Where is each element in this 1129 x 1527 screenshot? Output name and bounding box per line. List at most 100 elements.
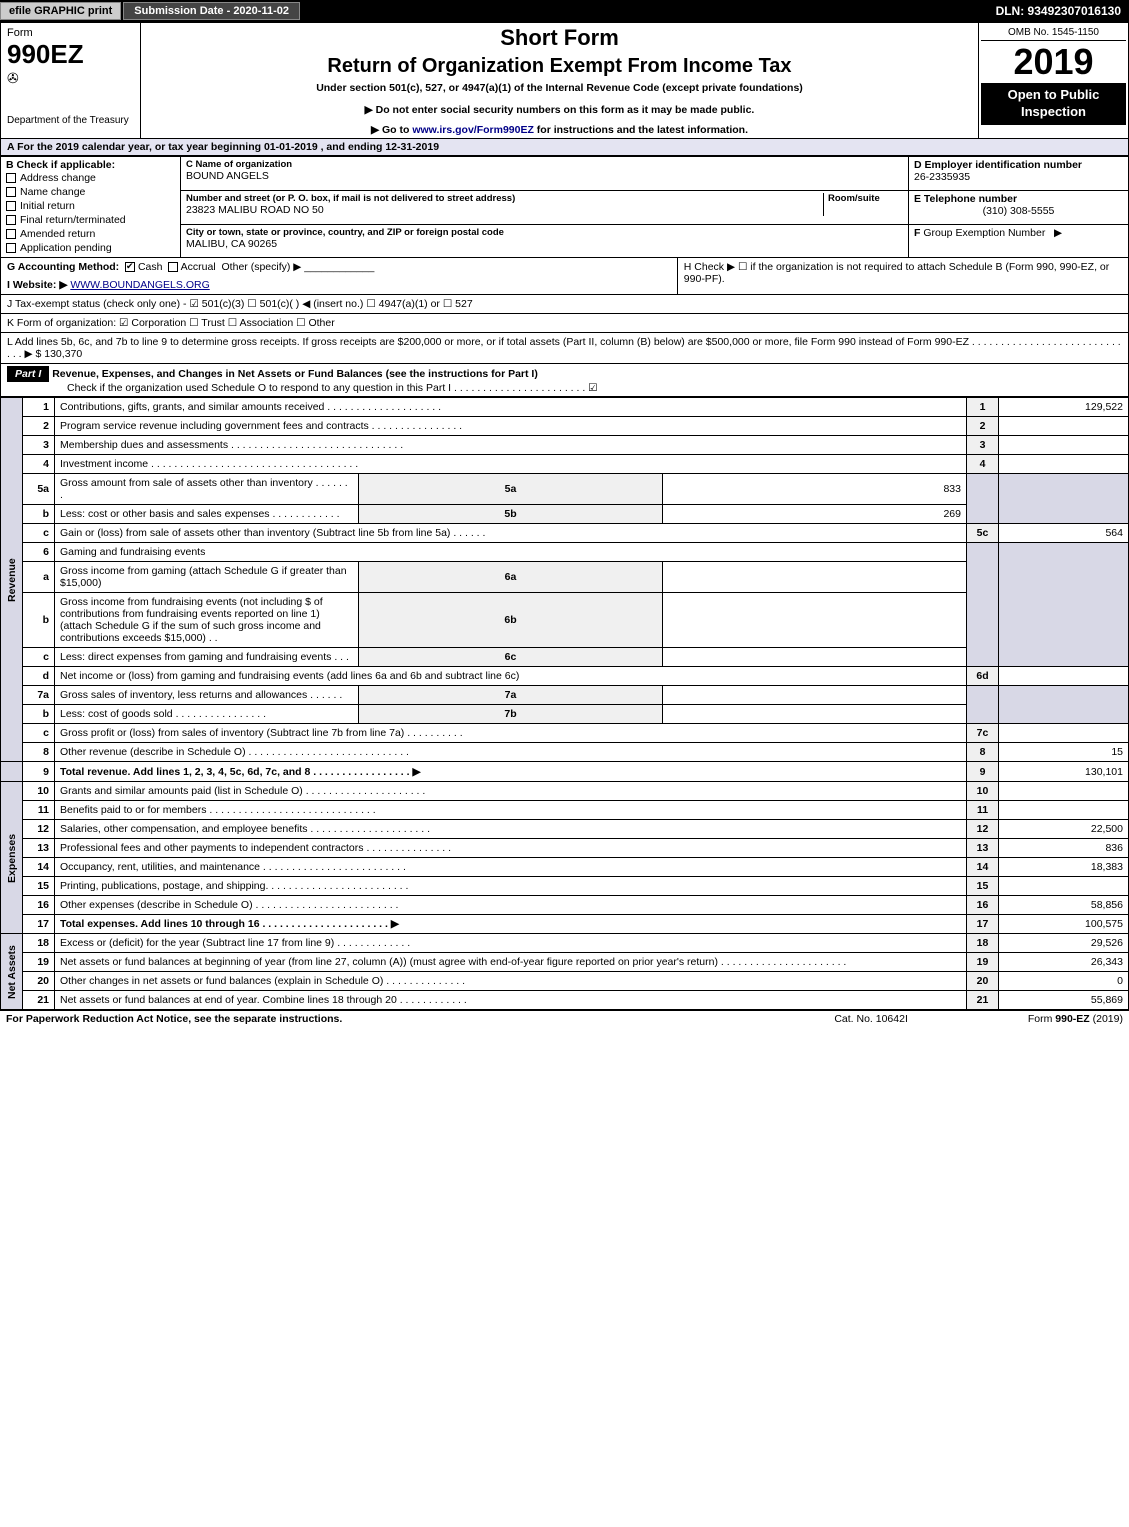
line-7c-ln: 7c xyxy=(967,724,999,743)
line-6d-text: Net income or (loss) from gaming and fun… xyxy=(55,667,967,686)
line-3-val xyxy=(999,436,1129,455)
grey-cell xyxy=(999,474,1129,505)
short-form-title: Short Form xyxy=(149,25,970,51)
section-l-text: L Add lines 5b, 6c, and 7b to line 9 to … xyxy=(0,333,1129,364)
line-7a-subval xyxy=(663,686,967,705)
line-5b-sub: 5b xyxy=(359,505,663,524)
footer-right: Form 990-EZ (2019) xyxy=(1028,1013,1123,1025)
part1-check-line: Check if the organization used Schedule … xyxy=(7,382,598,394)
line-7a-sub: 7a xyxy=(359,686,663,705)
grey-cell xyxy=(999,562,1129,593)
line-6-text: Gaming and fundraising events xyxy=(55,543,967,562)
part1-title: Revenue, Expenses, and Changes in Net As… xyxy=(52,368,538,380)
chk-cash[interactable] xyxy=(125,262,135,272)
line-6a-num: a xyxy=(23,562,55,593)
line-5b-text: Less: cost or other basis and sales expe… xyxy=(55,505,359,524)
line-12-ln: 12 xyxy=(967,820,999,839)
line-8-text: Other revenue (describe in Schedule O) .… xyxy=(55,743,967,762)
line-8-ln: 8 xyxy=(967,743,999,762)
line-7c-val xyxy=(999,724,1129,743)
section-e-label: E Telephone number xyxy=(914,193,1123,205)
line-9-val: 130,101 xyxy=(999,762,1129,782)
chk-address-change[interactable]: Address change xyxy=(6,171,175,185)
line-5a-text: Gross amount from sale of assets other t… xyxy=(55,474,359,505)
line-7c-text: Gross profit or (loss) from sales of inv… xyxy=(55,724,967,743)
line-3-text: Membership dues and assessments . . . . … xyxy=(55,436,967,455)
website-link[interactable]: WWW.BOUNDANGELS.ORG xyxy=(70,279,209,291)
grey-cell xyxy=(967,593,999,648)
revenue-side-end xyxy=(1,762,23,782)
line-14-ln: 14 xyxy=(967,858,999,877)
line-5c-num: c xyxy=(23,524,55,543)
line-1-num: 1 xyxy=(23,398,55,417)
section-j-text: J Tax-exempt status (check only one) - ☑… xyxy=(7,298,473,310)
grey-cell xyxy=(999,593,1129,648)
line-16-text: Other expenses (describe in Schedule O) … xyxy=(55,896,967,915)
line-21-ln: 21 xyxy=(967,991,999,1010)
tax-year: 2019 xyxy=(981,41,1126,83)
line-7b-num: b xyxy=(23,705,55,724)
line-6d-ln: 6d xyxy=(967,667,999,686)
chk-amended-return[interactable]: Amended return xyxy=(6,227,175,241)
grey-cell xyxy=(967,505,999,524)
grey-cell xyxy=(999,705,1129,724)
line-11-num: 11 xyxy=(23,801,55,820)
line-13-num: 13 xyxy=(23,839,55,858)
line-7a-text: Gross sales of inventory, less returns a… xyxy=(55,686,359,705)
line-3-ln: 3 xyxy=(967,436,999,455)
line-2-num: 2 xyxy=(23,417,55,436)
line-21-val: 55,869 xyxy=(999,991,1129,1010)
line-7b-text: Less: cost of goods sold . . . . . . . .… xyxy=(55,705,359,724)
line-16-val: 58,856 xyxy=(999,896,1129,915)
city-label: City or town, state or province, country… xyxy=(186,227,903,238)
line-2-ln: 2 xyxy=(967,417,999,436)
line-6d-val xyxy=(999,667,1129,686)
section-a-tax-year: A For the 2019 calendar year, or tax yea… xyxy=(0,139,1129,156)
line-1-val: 129,522 xyxy=(999,398,1129,417)
line-15-val xyxy=(999,877,1129,896)
chk-final-return[interactable]: Final return/terminated xyxy=(6,213,175,227)
grey-cell xyxy=(967,648,999,667)
chk-name-change[interactable]: Name change xyxy=(6,185,175,199)
org-name: BOUND ANGELS xyxy=(186,170,903,182)
line-5c-ln: 5c xyxy=(967,524,999,543)
line-20-ln: 20 xyxy=(967,972,999,991)
section-h-text: H Check ▶ ☐ if the organization is not r… xyxy=(684,261,1122,285)
irs-link[interactable]: www.irs.gov/Form990EZ xyxy=(412,124,534,136)
city-state-zip: MALIBU, CA 90265 xyxy=(186,238,903,250)
line-6b-text: Gross income from fundraising events (no… xyxy=(55,593,359,648)
department-label: Department of the Treasury xyxy=(7,115,134,126)
line-12-val: 22,500 xyxy=(999,820,1129,839)
addr-label: Number and street (or P. O. box, if mail… xyxy=(186,193,823,204)
line-21-num: 21 xyxy=(23,991,55,1010)
room-label: Room/suite xyxy=(828,193,903,204)
under-section-text: Under section 501(c), 527, or 4947(a)(1)… xyxy=(149,82,970,94)
efile-print-button[interactable]: efile GRAPHIC print xyxy=(0,2,121,20)
submission-date: Submission Date - 2020-11-02 xyxy=(123,2,300,20)
org-info-table: B Check if applicable: Address change Na… xyxy=(0,156,1129,258)
ein-value: 26-2335935 xyxy=(914,171,1123,183)
line-14-num: 14 xyxy=(23,858,55,877)
line-11-ln: 11 xyxy=(967,801,999,820)
chk-accrual[interactable] xyxy=(168,262,178,272)
form-title: Return of Organization Exempt From Incom… xyxy=(149,55,970,78)
line-6b-num: b xyxy=(23,593,55,648)
line-6a-subval xyxy=(663,562,967,593)
line-17-num: 17 xyxy=(23,915,55,934)
netassets-side-label: Net Assets xyxy=(1,934,23,1010)
line-21-text: Net assets or fund balances at end of ye… xyxy=(55,991,967,1010)
part1-tag: Part I xyxy=(7,366,49,382)
line-18-num: 18 xyxy=(23,934,55,953)
chk-initial-return[interactable]: Initial return xyxy=(6,199,175,213)
line-5c-text: Gain or (loss) from sale of assets other… xyxy=(55,524,967,543)
footer-mid: Cat. No. 10642I xyxy=(834,1013,908,1025)
grey-cell xyxy=(967,686,999,705)
line-12-num: 12 xyxy=(23,820,55,839)
chk-application-pending[interactable]: Application pending xyxy=(6,241,175,255)
line-3-num: 3 xyxy=(23,436,55,455)
line-8-val: 15 xyxy=(999,743,1129,762)
line-12-text: Salaries, other compensation, and employ… xyxy=(55,820,967,839)
revenue-table: Revenue 1 Contributions, gifts, grants, … xyxy=(0,397,1129,1010)
line-6c-sub: 6c xyxy=(359,648,663,667)
omb-number: OMB No. 1545-1150 xyxy=(981,25,1126,41)
